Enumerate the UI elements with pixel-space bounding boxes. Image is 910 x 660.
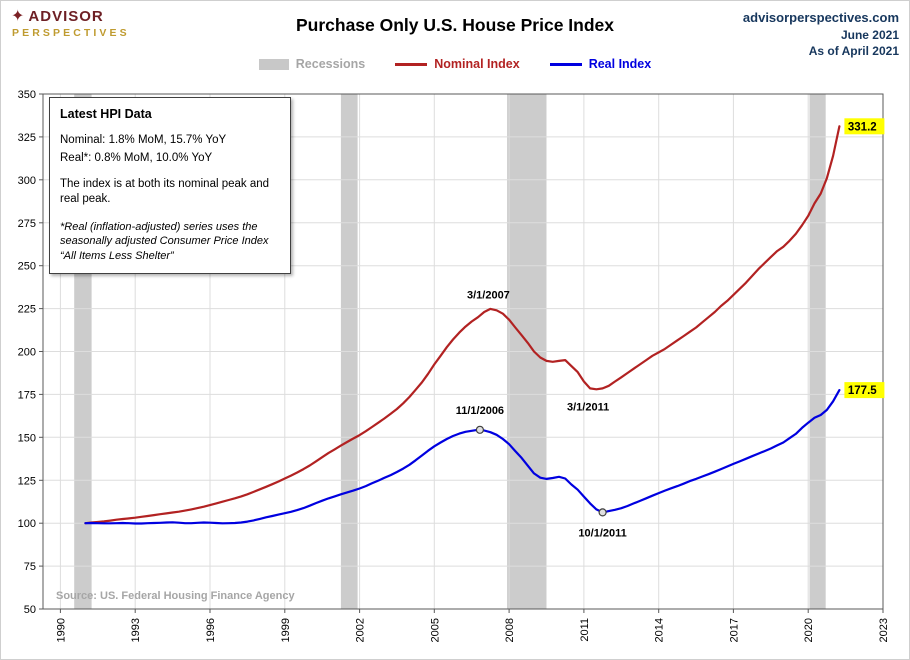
svg-text:225: 225 <box>18 304 36 316</box>
svg-text:3/1/2011: 3/1/2011 <box>567 401 609 413</box>
svg-text:10/1/2011: 10/1/2011 <box>578 527 626 539</box>
svg-text:1990: 1990 <box>55 618 67 642</box>
hpi-real-stats: Real*: 0.8% MoM, 10.0% YoY <box>60 152 213 165</box>
annotations: 3/1/2007 11/1/2006 3/1/2011 10/1/2011 <box>456 290 627 540</box>
hpi-box-footnote: *Real (inflation-adjusted) series uses t… <box>60 221 269 262</box>
publish-month: June 2021 <box>840 27 899 42</box>
svg-text:3/1/2007: 3/1/2007 <box>467 290 510 302</box>
svg-text:50: 50 <box>24 604 36 616</box>
svg-text:250: 250 <box>18 261 36 273</box>
svg-text:75: 75 <box>24 561 36 573</box>
nominal-index-line <box>84 125 841 525</box>
logo-advisor-text: ADVISOR <box>28 8 104 25</box>
svg-text:100: 100 <box>18 518 36 530</box>
latest-hpi-data-box: Latest HPI Data Nominal: 1.8% MoM, 15.7%… <box>49 97 291 274</box>
svg-text:2005: 2005 <box>429 618 441 642</box>
hpi-nominal-stats: Nominal: 1.8% MoM, 15.7% YoY <box>60 134 227 147</box>
svg-text:2023: 2023 <box>878 618 890 642</box>
legend-label-nominal-index: Nominal Index <box>434 57 520 71</box>
nominal-line-swatch <box>395 62 428 66</box>
real-line-swatch <box>549 62 582 66</box>
svg-text:175: 175 <box>18 389 36 401</box>
legend-label-recessions: Recessions <box>295 57 366 71</box>
compass-icon: ✦ <box>11 8 25 26</box>
svg-text:1993: 1993 <box>130 618 142 642</box>
svg-text:2020: 2020 <box>803 618 815 642</box>
hpi-box-note: The index is at both its nominal peak an… <box>60 178 270 206</box>
hpi-box-title: Latest HPI Data <box>60 107 152 121</box>
svg-text:325: 325 <box>18 132 36 144</box>
source-credit: Source: US. Federal Housing Finance Agen… <box>56 590 295 602</box>
svg-text:331.2: 331.2 <box>848 121 877 133</box>
chart-legend: Recessions Nominal Index Real Index <box>1 57 909 71</box>
advisor-perspectives-logo: ✦ ADVISOR PERSPECTIVES <box>11 8 130 39</box>
legend-item-nominal-index: Nominal Index <box>395 57 520 71</box>
legend-item-real-index: Real Index <box>549 57 652 71</box>
svg-text:2011: 2011 <box>579 618 591 642</box>
svg-text:125: 125 <box>18 475 36 487</box>
svg-text:2008: 2008 <box>504 618 516 642</box>
as-of-date: As of April 2021 <box>808 43 899 58</box>
header-meta: advisorperspectives.com June 2021 As of … <box>743 9 899 59</box>
svg-text:1999: 1999 <box>280 618 292 642</box>
svg-text:11/1/2006: 11/1/2006 <box>456 405 504 417</box>
svg-text:2017: 2017 <box>728 618 740 642</box>
recession-band-swatch <box>258 58 289 70</box>
axis-labels: 50 75 100 125 150 175 200 225 250 275 300 325 350 199… <box>18 89 890 642</box>
legend-item-recessions: Recessions <box>258 57 366 71</box>
logo-perspectives-text: PERSPECTIVES <box>12 26 130 39</box>
page-title: Purchase Only U.S. House Price Index <box>295 15 615 35</box>
svg-text:2014: 2014 <box>654 618 666 642</box>
svg-text:350: 350 <box>18 89 36 101</box>
end-value-labels: 331.2 177.5 <box>844 118 885 399</box>
site-name: advisorperspectives.com <box>742 10 899 25</box>
svg-text:300: 300 <box>18 175 36 187</box>
svg-text:177.5: 177.5 <box>848 385 877 397</box>
svg-text:275: 275 <box>18 218 36 230</box>
legend-label-real-index: Real Index <box>588 57 652 71</box>
svg-text:150: 150 <box>18 432 36 444</box>
svg-text:2002: 2002 <box>355 618 367 642</box>
real-index-line <box>84 389 841 525</box>
svg-text:1996: 1996 <box>205 618 217 642</box>
svg-text:200: 200 <box>18 347 36 359</box>
